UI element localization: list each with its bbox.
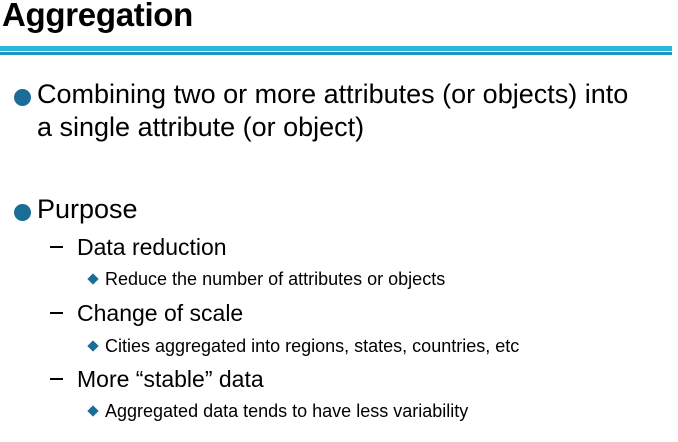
title-divider — [0, 46, 672, 56]
dash-bullet-icon — [50, 246, 63, 248]
subitem-label: Change of scale — [77, 300, 244, 326]
subitem-label: More “stable” data — [77, 366, 264, 392]
title-divider-band-bottom — [0, 52, 672, 55]
subitem-label: Data reduction — [77, 234, 227, 260]
detail-text: Reduce the number of attributes or objec… — [105, 269, 446, 289]
dash-bullet-icon — [50, 378, 63, 380]
detail-text: Cities aggregated into regions, states, … — [105, 336, 520, 356]
diamond-bullet-icon — [87, 273, 99, 285]
diamond-bullet-icon — [87, 340, 99, 352]
round-bullet-icon — [14, 204, 31, 221]
bullet-text: Combining two or more attributes (or obj… — [37, 78, 628, 144]
title-divider-gap — [0, 51, 672, 52]
round-bullet-icon — [14, 89, 31, 106]
bullet-text-line-1: Combining two or more attributes (or obj… — [37, 79, 629, 109]
detail-text: Aggregated data tends to have less varia… — [105, 401, 469, 421]
bullet-text: Purpose — [37, 194, 138, 224]
slide-title: Aggregation — [2, 0, 194, 33]
bullet-text-line-2: a single attribute (or object) — [37, 112, 365, 142]
dash-bullet-icon — [50, 312, 63, 314]
diamond-bullet-icon — [87, 405, 99, 417]
title-divider-band-top — [0, 46, 672, 51]
